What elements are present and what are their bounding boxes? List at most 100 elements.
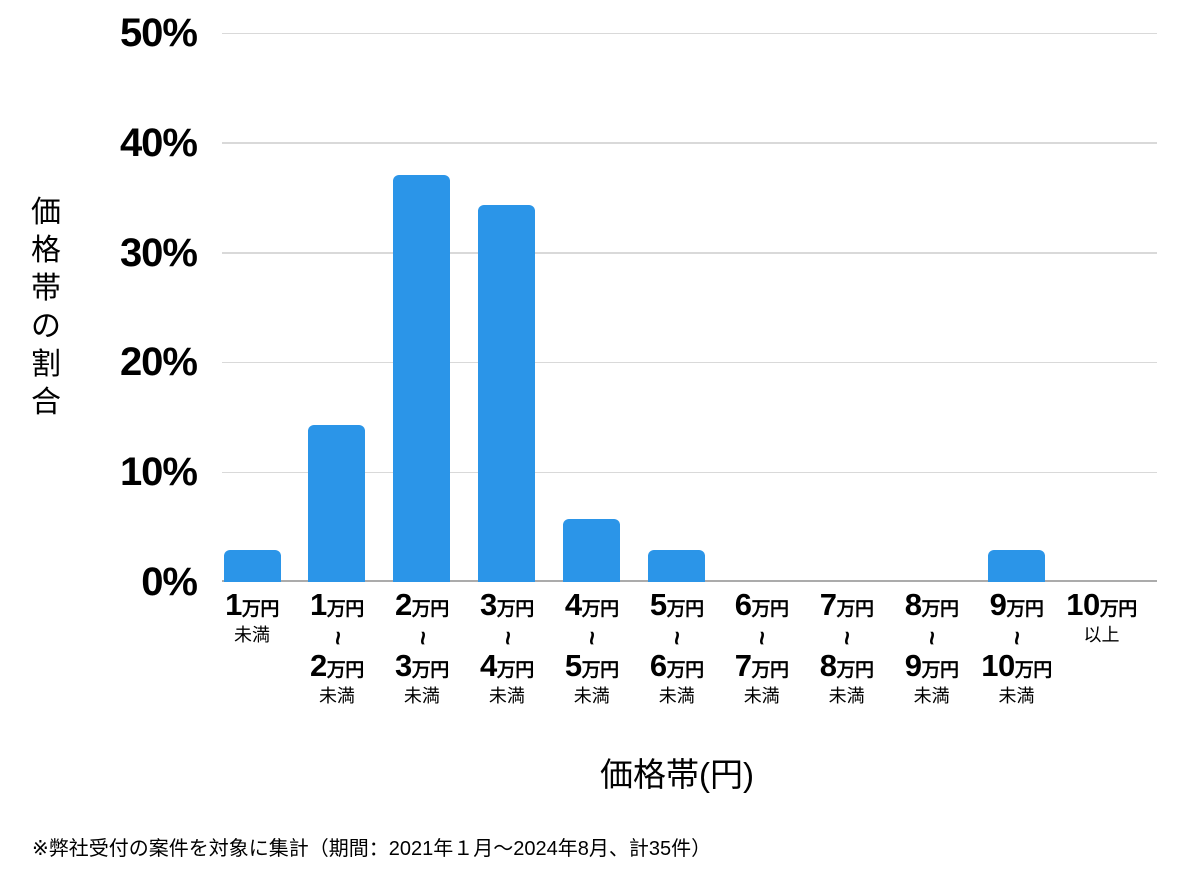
x-label-unit: 万円 bbox=[326, 660, 365, 681]
x-label-unit: 万円 bbox=[666, 599, 705, 620]
x-label-number: 5 bbox=[564, 648, 582, 683]
range-tilde-icon: ~ bbox=[917, 630, 946, 646]
x-label-number: 9 bbox=[989, 587, 1007, 622]
x-label-unit: 万円 bbox=[1099, 599, 1138, 620]
gridline bbox=[222, 142, 1157, 144]
range-tilde-icon: ~ bbox=[322, 630, 351, 646]
x-label-unit: 万円 bbox=[921, 660, 959, 681]
x-label-number: 1 bbox=[310, 587, 327, 622]
x-label-unit: 万円 bbox=[496, 599, 535, 620]
y-tick-label: 20% bbox=[119, 340, 198, 385]
footnote: ※弊社受付の案件を対象に集計（期間：2021年１月～2024年8月、計35件） bbox=[32, 838, 712, 860]
plot-area bbox=[222, 32, 1157, 582]
y-tick-label: 50% bbox=[119, 11, 198, 55]
x-category-label: 10万円 以上 bbox=[1056, 589, 1148, 645]
range-tilde-icon: ~ bbox=[747, 630, 776, 646]
x-label-number: 7 bbox=[819, 587, 837, 622]
x-label-from: 5万円 bbox=[631, 587, 723, 625]
x-label-unit: 万円 bbox=[1014, 660, 1053, 681]
x-label-number: 2 bbox=[395, 587, 412, 622]
range-tilde-icon: ~ bbox=[832, 630, 861, 646]
x-label-from: 10万円 bbox=[1056, 589, 1148, 625]
x-label-unit: 万円 bbox=[326, 599, 365, 620]
x-label-from: 4万円 bbox=[546, 587, 638, 625]
x-category-label: 9万円 ~10万円 未満 bbox=[971, 587, 1063, 706]
x-label-qualifier: 未満 bbox=[403, 686, 440, 706]
x-label-unit: 万円 bbox=[921, 599, 959, 620]
x-label-qualifier: 未満 bbox=[488, 686, 525, 706]
x-category-label: 3万円 ~4万円 未満 bbox=[461, 587, 553, 706]
x-label-unit: 万円 bbox=[836, 660, 875, 681]
x-category-label: 6万円 ~7万円 未満 bbox=[716, 587, 808, 706]
x-label-number: 3 bbox=[479, 587, 497, 622]
x-label-number: 10 bbox=[981, 648, 1015, 683]
x-label-qualifier: 未満 bbox=[998, 686, 1035, 706]
x-label-to: 9万円 bbox=[886, 648, 978, 686]
x-label-number: 3 bbox=[395, 648, 412, 683]
x-label-number: 6 bbox=[734, 587, 752, 622]
x-label-unit: 万円 bbox=[496, 660, 535, 681]
y-tick-label: 10% bbox=[119, 450, 198, 495]
x-label-qualifier: 未満 bbox=[913, 686, 950, 706]
x-label-unit: 万円 bbox=[751, 660, 790, 681]
x-label-from: 7万円 bbox=[801, 587, 893, 625]
x-label-number: 5 bbox=[649, 587, 667, 622]
x-label-from: 6万円 bbox=[716, 587, 808, 625]
gridline bbox=[222, 252, 1157, 254]
x-label-unit: 万円 bbox=[411, 599, 450, 620]
range-tilde-icon: ~ bbox=[407, 630, 436, 646]
gridline bbox=[222, 361, 1157, 364]
x-label-to: 8万円 bbox=[801, 648, 893, 686]
x-label-number: 7 bbox=[734, 648, 752, 683]
x-label-number: 8 bbox=[819, 648, 837, 683]
x-label-unit: 万円 bbox=[751, 599, 790, 620]
x-label-from: 3万円 bbox=[461, 587, 553, 625]
range-tilde-icon: ~ bbox=[492, 630, 521, 646]
x-label-unit: 万円 bbox=[411, 660, 450, 681]
x-label-to: 5万円 bbox=[546, 648, 638, 686]
x-label-number: 4 bbox=[564, 587, 582, 622]
x-label-qualifier: 未満 bbox=[318, 686, 355, 706]
bar-10 bbox=[988, 550, 1046, 582]
range-tilde-icon: ~ bbox=[662, 630, 691, 646]
x-label-number: 9 bbox=[904, 648, 922, 683]
x-category-label: 1万円 未満 bbox=[206, 587, 298, 645]
x-category-label: 2万円 ~3万円 未満 bbox=[376, 587, 468, 706]
x-label-qualifier: 未満 bbox=[743, 686, 780, 706]
x-label-unit: 万円 bbox=[581, 599, 620, 620]
x-label-qualifier: 未満 bbox=[658, 686, 695, 706]
x-label-to: 2万円 bbox=[291, 648, 383, 686]
y-tick-label: 40% bbox=[119, 120, 198, 165]
x-label-qualifier: 以上 bbox=[1083, 625, 1120, 645]
bar-5 bbox=[563, 519, 621, 582]
x-label-number: 4 bbox=[479, 648, 497, 683]
x-label-from: 9万円 bbox=[971, 587, 1063, 625]
gridline bbox=[222, 471, 1157, 474]
x-label-unit: 万円 bbox=[666, 660, 705, 681]
x-label-unit: 万円 bbox=[581, 660, 620, 681]
x-label-qualifier: 未満 bbox=[828, 686, 865, 706]
bar-1 bbox=[223, 550, 281, 582]
x-label-qualifier: 未満 bbox=[573, 686, 610, 706]
x-label-to: 3万円 bbox=[376, 648, 468, 686]
gridline bbox=[222, 32, 1157, 34]
x-label-to: 10万円 bbox=[971, 648, 1063, 686]
x-label-to: 4万円 bbox=[461, 648, 553, 686]
x-label-unit: 万円 bbox=[836, 599, 875, 620]
x-axis-title: 価格帯(円) bbox=[600, 756, 754, 793]
x-category-label: 1万円 ~2万円 未満 bbox=[291, 587, 383, 706]
y-axis-title: 価格帯の割合 bbox=[31, 196, 61, 419]
x-label-number: 2 bbox=[310, 648, 327, 683]
x-category-label: 8万円 ~9万円 未満 bbox=[886, 589, 978, 706]
x-label-number: 6 bbox=[649, 648, 667, 683]
x-label-qualifier: 未満 bbox=[234, 625, 270, 645]
bar-6 bbox=[648, 550, 706, 582]
x-label-number: 1 bbox=[225, 587, 242, 622]
x-label-to: 7万円 bbox=[716, 648, 808, 686]
x-category-label: 5万円 ~6万円 未満 bbox=[631, 587, 723, 706]
x-label-from: 1万円 bbox=[206, 587, 298, 625]
x-category-label: 7万円 ~8万円 未満 bbox=[801, 587, 893, 706]
x-label-from: 2万円 bbox=[376, 587, 468, 625]
x-label-from: 8万円 bbox=[886, 589, 978, 625]
